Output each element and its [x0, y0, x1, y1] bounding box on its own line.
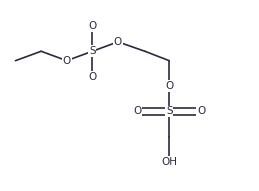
Text: S: S: [166, 107, 172, 117]
Text: O: O: [133, 107, 141, 117]
Text: O: O: [165, 81, 173, 91]
Text: O: O: [197, 107, 205, 117]
Text: O: O: [63, 56, 71, 66]
Text: OH: OH: [161, 157, 177, 167]
Text: O: O: [88, 21, 96, 31]
Text: O: O: [114, 37, 122, 47]
Text: S: S: [89, 46, 96, 56]
Text: O: O: [88, 72, 96, 82]
